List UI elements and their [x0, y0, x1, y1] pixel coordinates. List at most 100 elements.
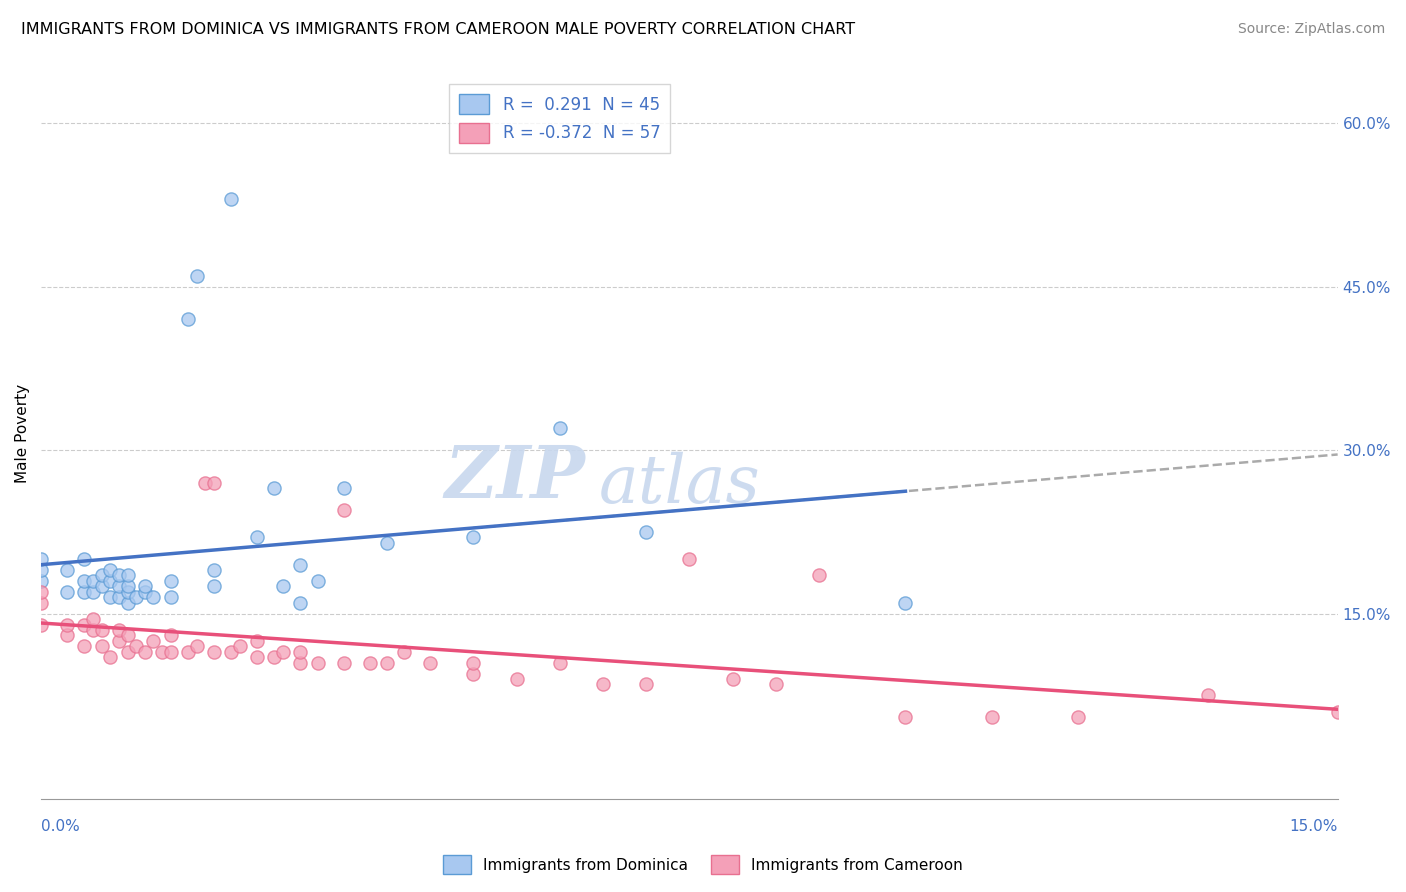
Point: [332, 481, 354, 495]
Point: [73, 640, 96, 654]
Point: [307, 656, 329, 670]
Legend: Immigrants from Dominica, Immigrants from Cameroon: Immigrants from Dominica, Immigrants fro…: [437, 849, 969, 880]
Point: [82, 584, 104, 599]
Point: [202, 645, 225, 659]
Point: [30, 584, 52, 599]
Point: [186, 268, 208, 283]
Point: [177, 312, 200, 326]
Point: [202, 563, 225, 577]
Point: [505, 672, 527, 686]
Text: IMMIGRANTS FROM DOMINICA VS IMMIGRANTS FROM CAMEROON MALE POVERTY CORRELATION CH: IMMIGRANTS FROM DOMINICA VS IMMIGRANTS F…: [21, 22, 855, 37]
Point: [246, 650, 269, 665]
Text: 15.0%: 15.0%: [1289, 819, 1337, 833]
Point: [592, 677, 614, 691]
Point: [392, 645, 415, 659]
Point: [30, 596, 52, 610]
Point: [108, 579, 131, 593]
Point: [375, 535, 398, 549]
Point: [202, 475, 225, 490]
Point: [808, 568, 831, 582]
Point: [332, 656, 354, 670]
Point: [290, 596, 312, 610]
Point: [142, 591, 165, 605]
Point: [177, 645, 200, 659]
Point: [98, 650, 121, 665]
Point: [290, 645, 312, 659]
Point: [332, 503, 354, 517]
Point: [125, 591, 148, 605]
Point: [678, 552, 700, 566]
Point: [82, 574, 104, 588]
Point: [30, 552, 52, 566]
Point: [142, 633, 165, 648]
Text: 0.0%: 0.0%: [41, 819, 80, 833]
Point: [82, 612, 104, 626]
Point: [108, 568, 131, 582]
Point: [548, 421, 571, 435]
Point: [1197, 689, 1219, 703]
Point: [765, 677, 787, 691]
Point: [463, 656, 485, 670]
Point: [73, 617, 96, 632]
Point: [134, 645, 156, 659]
Point: [98, 563, 121, 577]
Point: [134, 579, 156, 593]
Point: [246, 633, 269, 648]
Point: [56, 628, 79, 642]
Point: [108, 633, 131, 648]
Point: [117, 579, 139, 593]
Point: [98, 574, 121, 588]
Point: [359, 656, 381, 670]
Point: [30, 617, 52, 632]
Point: [150, 645, 173, 659]
Point: [548, 656, 571, 670]
Y-axis label: Male Poverty: Male Poverty: [15, 384, 30, 483]
Point: [375, 656, 398, 670]
Point: [90, 579, 112, 593]
Point: [90, 568, 112, 582]
Point: [202, 579, 225, 593]
Point: [134, 584, 156, 599]
Point: [30, 563, 52, 577]
Point: [419, 656, 441, 670]
Point: [73, 574, 96, 588]
Point: [159, 591, 181, 605]
Point: [125, 640, 148, 654]
Point: [636, 524, 658, 539]
Point: [290, 558, 312, 572]
Point: [73, 584, 96, 599]
Point: [263, 650, 285, 665]
Point: [159, 628, 181, 642]
Text: ZIP: ZIP: [444, 442, 586, 513]
Point: [56, 563, 79, 577]
Text: Source: ZipAtlas.com: Source: ZipAtlas.com: [1237, 22, 1385, 37]
Point: [463, 530, 485, 544]
Point: [229, 640, 252, 654]
Point: [219, 645, 242, 659]
Point: [90, 623, 112, 637]
Point: [90, 640, 112, 654]
Point: [194, 475, 217, 490]
Point: [307, 574, 329, 588]
Point: [108, 623, 131, 637]
Point: [117, 596, 139, 610]
Point: [108, 591, 131, 605]
Point: [117, 584, 139, 599]
Point: [263, 481, 285, 495]
Point: [290, 656, 312, 670]
Point: [73, 552, 96, 566]
Point: [117, 628, 139, 642]
Point: [98, 591, 121, 605]
Point: [82, 623, 104, 637]
Point: [636, 677, 658, 691]
Point: [117, 568, 139, 582]
Point: [1326, 705, 1348, 719]
Legend: R =  0.291  N = 45, R = -0.372  N = 57: R = 0.291 N = 45, R = -0.372 N = 57: [449, 84, 671, 153]
Point: [980, 710, 1002, 724]
Point: [186, 640, 208, 654]
Point: [1067, 710, 1090, 724]
Point: [721, 672, 744, 686]
Point: [159, 645, 181, 659]
Point: [246, 530, 269, 544]
Point: [159, 574, 181, 588]
